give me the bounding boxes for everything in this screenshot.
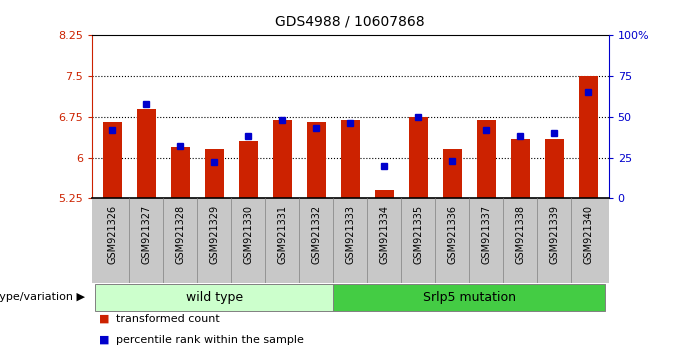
Text: GSM921337: GSM921337 bbox=[481, 205, 491, 264]
Text: genotype/variation ▶: genotype/variation ▶ bbox=[0, 292, 85, 302]
Text: GDS4988 / 10607868: GDS4988 / 10607868 bbox=[275, 14, 425, 28]
Text: GSM921336: GSM921336 bbox=[447, 205, 457, 264]
Bar bbox=[239, 141, 258, 198]
Text: percentile rank within the sample: percentile rank within the sample bbox=[116, 335, 303, 345]
Bar bbox=[477, 120, 496, 198]
Text: GSM921327: GSM921327 bbox=[141, 205, 151, 264]
Text: GSM921331: GSM921331 bbox=[277, 205, 287, 264]
Bar bbox=[579, 76, 598, 198]
Text: GSM921340: GSM921340 bbox=[583, 205, 593, 264]
Text: GSM921338: GSM921338 bbox=[515, 205, 525, 264]
Text: GSM921334: GSM921334 bbox=[379, 205, 389, 264]
Bar bbox=[171, 147, 190, 198]
Bar bbox=[341, 120, 360, 198]
Text: GSM921333: GSM921333 bbox=[345, 205, 355, 264]
Text: ■: ■ bbox=[99, 335, 109, 345]
Text: transformed count: transformed count bbox=[116, 314, 220, 324]
Bar bbox=[333, 284, 605, 311]
Bar bbox=[443, 149, 462, 198]
Text: GSM921328: GSM921328 bbox=[175, 205, 185, 264]
Text: ■: ■ bbox=[99, 314, 109, 324]
Bar bbox=[545, 138, 564, 198]
Bar bbox=[307, 122, 326, 198]
Text: GSM921329: GSM921329 bbox=[209, 205, 219, 264]
Bar bbox=[273, 120, 292, 198]
Bar bbox=[409, 117, 428, 198]
Bar bbox=[205, 149, 224, 198]
Bar bbox=[137, 109, 156, 198]
Text: wild type: wild type bbox=[186, 291, 243, 304]
Bar bbox=[511, 138, 530, 198]
Text: GSM921335: GSM921335 bbox=[413, 205, 423, 264]
Text: GSM921339: GSM921339 bbox=[549, 205, 559, 264]
Bar bbox=[375, 190, 394, 198]
Text: Srlp5 mutation: Srlp5 mutation bbox=[423, 291, 515, 304]
Bar bbox=[103, 122, 122, 198]
Text: GSM921332: GSM921332 bbox=[311, 205, 321, 264]
Bar bbox=[95, 284, 333, 311]
Text: GSM921330: GSM921330 bbox=[243, 205, 253, 264]
Text: GSM921326: GSM921326 bbox=[107, 205, 117, 264]
